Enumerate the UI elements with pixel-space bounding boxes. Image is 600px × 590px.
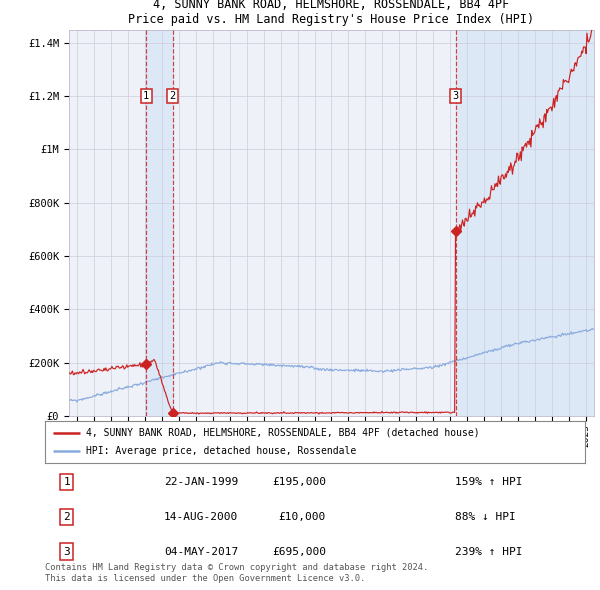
Text: 14-AUG-2000: 14-AUG-2000 — [164, 512, 238, 522]
Bar — [456, 30, 600, 416]
Text: £695,000: £695,000 — [272, 546, 326, 556]
Text: 159% ↑ HPI: 159% ↑ HPI — [455, 477, 523, 487]
Bar — [146, 30, 173, 416]
Text: 4, SUNNY BANK ROAD, HELMSHORE, ROSSENDALE, BB4 4PF (detached house): 4, SUNNY BANK ROAD, HELMSHORE, ROSSENDAL… — [86, 428, 479, 438]
Text: 22-JAN-1999: 22-JAN-1999 — [164, 477, 238, 487]
Text: 1: 1 — [143, 91, 149, 101]
Text: 88% ↓ HPI: 88% ↓ HPI — [455, 512, 516, 522]
Text: 2: 2 — [63, 512, 70, 522]
Text: 239% ↑ HPI: 239% ↑ HPI — [455, 546, 523, 556]
Text: 2: 2 — [170, 91, 176, 101]
Text: HPI: Average price, detached house, Rossendale: HPI: Average price, detached house, Ross… — [86, 446, 356, 456]
Text: Contains HM Land Registry data © Crown copyright and database right 2024.
This d: Contains HM Land Registry data © Crown c… — [45, 563, 428, 583]
Text: £195,000: £195,000 — [272, 477, 326, 487]
Text: 3: 3 — [452, 91, 459, 101]
Title: 4, SUNNY BANK ROAD, HELMSHORE, ROSSENDALE, BB4 4PF
Price paid vs. HM Land Regist: 4, SUNNY BANK ROAD, HELMSHORE, ROSSENDAL… — [128, 0, 535, 25]
Text: 1: 1 — [63, 477, 70, 487]
Text: 04-MAY-2017: 04-MAY-2017 — [164, 546, 238, 556]
Text: 3: 3 — [63, 546, 70, 556]
Text: £10,000: £10,000 — [278, 512, 326, 522]
